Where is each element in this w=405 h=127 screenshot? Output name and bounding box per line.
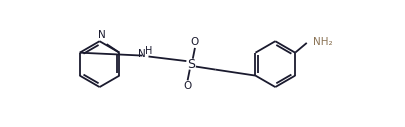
Text: NH₂: NH₂ — [312, 37, 332, 47]
Text: O: O — [190, 37, 198, 47]
Text: H: H — [145, 46, 152, 56]
Text: O: O — [183, 81, 191, 91]
Text: N: N — [98, 30, 105, 40]
Text: S: S — [187, 58, 195, 71]
Text: N: N — [138, 49, 145, 59]
